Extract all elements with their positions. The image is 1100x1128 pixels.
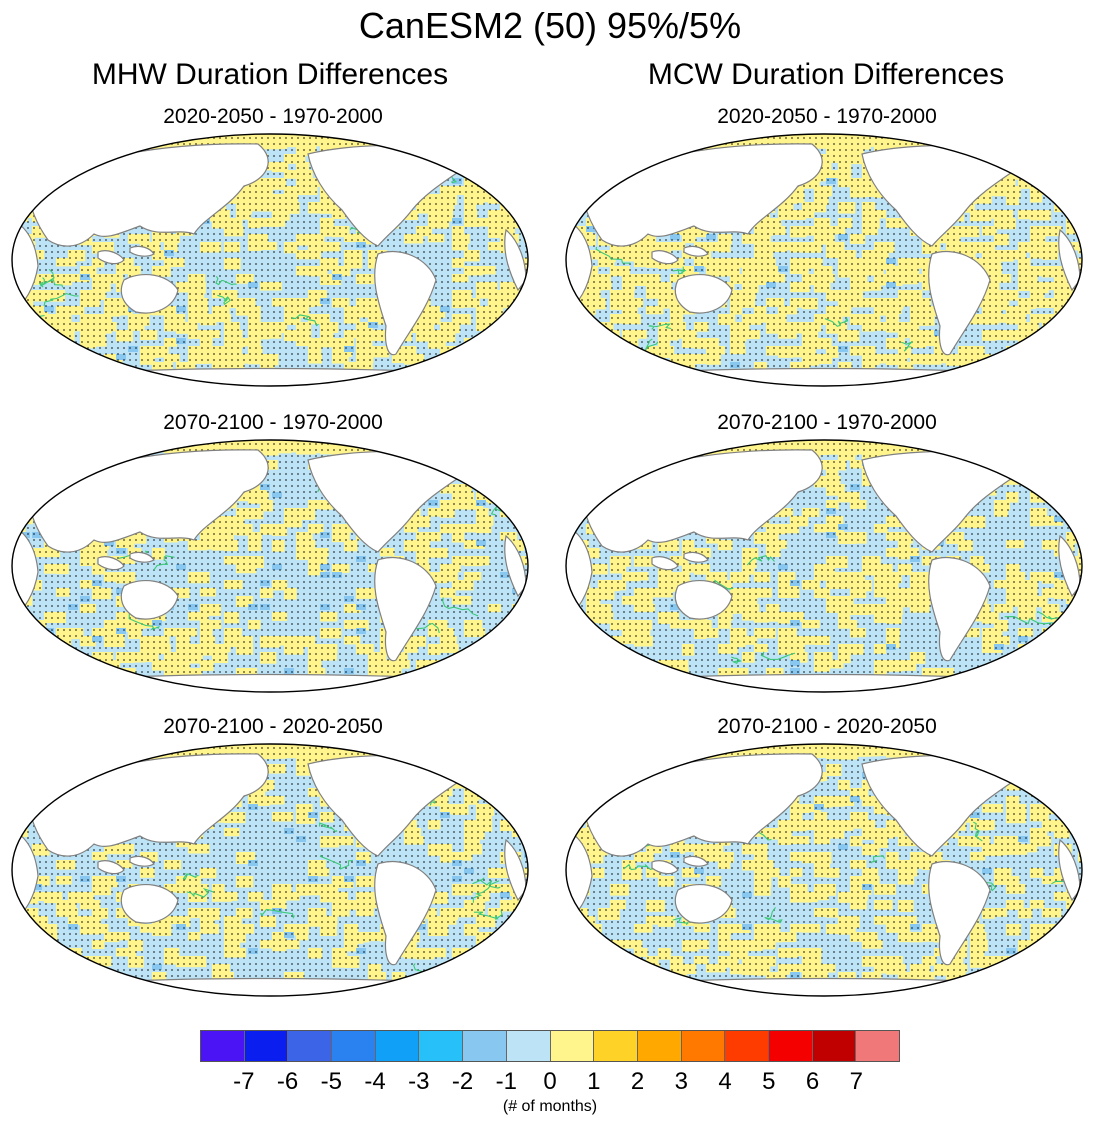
colorbar-tick-label: -4	[364, 1068, 386, 1095]
colorbar-swatch	[812, 1031, 857, 1061]
colorbar-swatch	[637, 1031, 682, 1061]
colorbar-swatch	[768, 1031, 813, 1061]
colorbar-tick-label: -5	[320, 1068, 342, 1095]
colorbar-swatch	[856, 1031, 899, 1061]
colorbar	[200, 1030, 900, 1062]
colorbar-swatch	[244, 1031, 289, 1061]
colorbar-swatch	[419, 1031, 464, 1061]
colorbar-tick-label: 3	[674, 1068, 688, 1095]
colorbar-tick-label: -1	[495, 1068, 517, 1095]
colorbar-swatch	[550, 1031, 595, 1061]
colorbar-tick-label: -3	[408, 1068, 430, 1095]
colorbar-tick-label: -6	[276, 1068, 299, 1095]
colorbar-tick-label: 2	[630, 1068, 645, 1095]
column-title-mcw: MCW Duration Differences	[647, 58, 1005, 91]
colorbar-tick-label: 0	[543, 1068, 557, 1095]
map-mcw-2070-2100-vs-2020-2050	[565, 743, 1083, 997]
colorbar-tick-label: -2	[451, 1068, 474, 1095]
panel-title-mhw-2: 2070-2100 - 1970-2000	[163, 411, 383, 434]
panel-title-mcw-3: 2070-2100 - 2020-2050	[717, 715, 937, 738]
colorbar-tick-label: 7	[849, 1068, 863, 1095]
colorbar-swatch	[375, 1031, 420, 1061]
colorbar-tick-label: -7	[233, 1068, 255, 1095]
colorbar-swatch	[332, 1031, 376, 1061]
colorbar-tick-label: 1	[587, 1068, 601, 1095]
map-mcw-2070-2100-vs-1970-2000	[565, 439, 1083, 693]
panel-title-mhw-3: 2070-2100 - 2020-2050	[163, 715, 383, 738]
colorbar-swatch	[594, 1031, 638, 1061]
map-mhw-2070-2100-vs-2020-2050	[11, 743, 529, 997]
colorbar-tick-label: 6	[805, 1068, 820, 1095]
colorbar-tick-label: 4	[718, 1068, 732, 1095]
column-title-mhw: MHW Duration Differences	[91, 58, 449, 91]
map-mcw-2020-2050-vs-1970-2000	[565, 133, 1083, 387]
colorbar-unit-label: (# of months)	[502, 1098, 598, 1115]
colorbar-swatch	[681, 1031, 726, 1061]
figure-title: CanESM2 (50) 95%/5%	[358, 5, 742, 46]
panel-title-mhw-1: 2020-2050 - 1970-2000	[163, 105, 383, 128]
panel-title-mcw-2: 2070-2100 - 1970-2000	[717, 411, 937, 434]
map-mhw-2020-2050-vs-1970-2000	[11, 133, 529, 387]
panel-title-mcw-1: 2020-2050 - 1970-2000	[717, 105, 937, 128]
map-mhw-2070-2100-vs-1970-2000	[11, 439, 529, 693]
colorbar-swatch	[506, 1031, 551, 1061]
colorbar-swatch	[725, 1031, 769, 1061]
colorbar-swatch	[463, 1031, 507, 1061]
colorbar-tick-label: 5	[762, 1068, 776, 1095]
colorbar-swatch	[288, 1031, 333, 1061]
colorbar-swatch	[201, 1031, 245, 1061]
